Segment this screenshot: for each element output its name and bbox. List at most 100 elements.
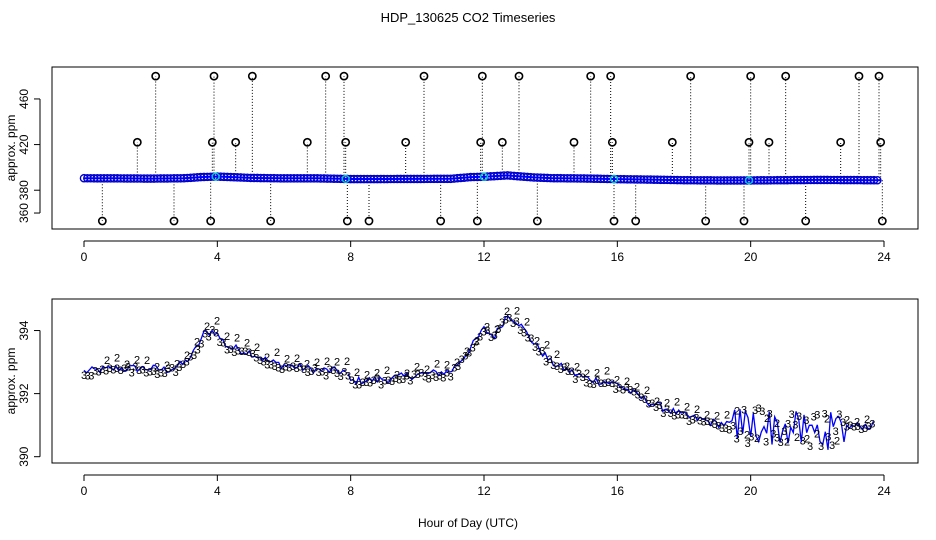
highlight-point — [744, 176, 754, 185]
series-2-point: 2 — [654, 396, 660, 408]
series-2-point: 2 — [634, 381, 640, 393]
panel-top: approx. ppm 0 4 8 12 16 20 24 360 380 420 460 — [4, 66, 919, 264]
series-3-point: 3 — [671, 411, 677, 423]
series-3-point: 3 — [246, 347, 252, 359]
series-3-point: 3 — [327, 364, 333, 376]
series-3-point: 3 — [294, 363, 300, 375]
series-3-point: 3 — [275, 363, 281, 375]
series-2-point: 2 — [164, 360, 170, 372]
outlier-point — [497, 137, 507, 147]
series-3-point: 3 — [484, 325, 490, 337]
trend-line — [83, 315, 874, 450]
series-3-point: 3 — [616, 382, 622, 394]
outlier-point — [207, 137, 217, 147]
outlier-point — [686, 71, 696, 81]
outlier-point — [532, 216, 542, 226]
outlier-point — [206, 216, 216, 226]
series-3-point: 3 — [558, 364, 564, 376]
series-3-point: 3 — [88, 370, 94, 382]
outlier-point — [97, 216, 107, 226]
series-3-point: 3 — [316, 367, 322, 379]
series-3-point: 3 — [517, 325, 523, 337]
series-2-point: 2 — [814, 429, 820, 441]
series-3-point: 3 — [847, 420, 853, 432]
series-3-point: 3 — [697, 416, 703, 428]
series-3-point: 3 — [385, 375, 391, 387]
series-2-point: 2 — [394, 369, 400, 381]
series-3-point: 3 — [675, 410, 681, 422]
series-3-point: 3 — [690, 415, 696, 427]
outlier-point — [667, 137, 677, 147]
series-2-point: 2 — [294, 353, 300, 365]
panel-bottom-frame — [51, 298, 919, 464]
highlight-point — [609, 174, 619, 184]
series-3-point: 3 — [693, 412, 699, 424]
panel-top-y-tick-label: 380 — [17, 180, 31, 200]
series-2-point: 2 — [574, 362, 580, 374]
series-3-point: 3 — [99, 364, 105, 376]
series-3-point: 3 — [107, 363, 113, 375]
series-2-point: 2 — [154, 362, 160, 374]
series-3-point: 3 — [132, 362, 138, 374]
series-3-point: 3 — [609, 378, 615, 390]
series-2-point: 2 — [684, 402, 690, 414]
series-2-point: 2 — [544, 339, 550, 351]
series-3-point: 3 — [264, 359, 270, 371]
series-2-point: 2 — [584, 368, 590, 380]
series-3-point: 3 — [803, 415, 809, 427]
series-3-point: 3 — [147, 366, 153, 378]
outlier-point — [151, 71, 161, 81]
series-3-point: 3 — [492, 330, 498, 342]
series-3-point: 3 — [415, 369, 421, 381]
series-3-point: 3 — [745, 438, 751, 450]
series-3-point: 3 — [539, 345, 545, 357]
panel-bottom-x-tick-label: 20 — [744, 484, 758, 498]
outlier-point — [569, 137, 579, 147]
series-3-point: 3 — [642, 394, 648, 406]
series-2-point: 2 — [244, 338, 250, 350]
series-2-point: 2 — [234, 332, 240, 344]
series-3-point: 3 — [682, 410, 688, 422]
outlier-point — [874, 71, 884, 81]
outlier-point — [364, 216, 374, 226]
panel-top-x-tick-label: 20 — [744, 250, 758, 264]
series-2-point: 2 — [474, 335, 480, 347]
outlier-point — [877, 216, 887, 226]
outlier-point — [586, 71, 596, 81]
series-3-point: 3 — [187, 351, 193, 363]
panel-bottom-x-tick-label: 24 — [877, 484, 891, 498]
series-2-point: 2 — [254, 342, 260, 354]
series-2-point: 2 — [704, 409, 710, 421]
series-2-point: 2 — [504, 306, 510, 318]
series-3-point: 3 — [774, 432, 780, 444]
series-2-point: 2 — [344, 356, 350, 368]
panel-bottom-ylabel: approx. ppm — [4, 348, 18, 415]
series-3-point: 3 — [851, 421, 857, 433]
series-3-point: 3 — [796, 411, 802, 423]
series-2-point: 2 — [554, 349, 560, 361]
series-3-point: 3 — [290, 361, 296, 373]
series-3-point: 3 — [151, 366, 157, 378]
series-3-point: 3 — [338, 371, 344, 383]
series-3-point: 3 — [129, 367, 135, 379]
series-3-point: 3 — [580, 372, 586, 384]
series-3-point: 3 — [462, 350, 468, 362]
series-3-point: 3 — [528, 333, 534, 345]
series-3-point: 3 — [440, 372, 446, 384]
series-2-point: 2 — [774, 418, 780, 430]
series-3-point: 3 — [473, 337, 479, 349]
series-2-point: 2 — [194, 336, 200, 348]
series-3-point: 3 — [778, 437, 784, 449]
panel-bottom-y-tick-label: 392 — [17, 383, 31, 403]
series-2-point: 2 — [274, 347, 280, 359]
series-3-point: 3 — [257, 355, 263, 367]
series-3-point: 3 — [451, 362, 457, 374]
panel-bottom-y-tick-label: 390 — [17, 446, 31, 466]
series-3-point: 3 — [118, 365, 124, 377]
series-2-point: 2 — [424, 364, 430, 376]
series-3-point: 3 — [305, 367, 311, 379]
panel-bottom-marks: 0 4 8 12 16 20 2439039239433333333333333333333… — [17, 305, 891, 498]
series-3-point: 3 — [209, 325, 215, 337]
series-3-point: 3 — [455, 361, 461, 373]
